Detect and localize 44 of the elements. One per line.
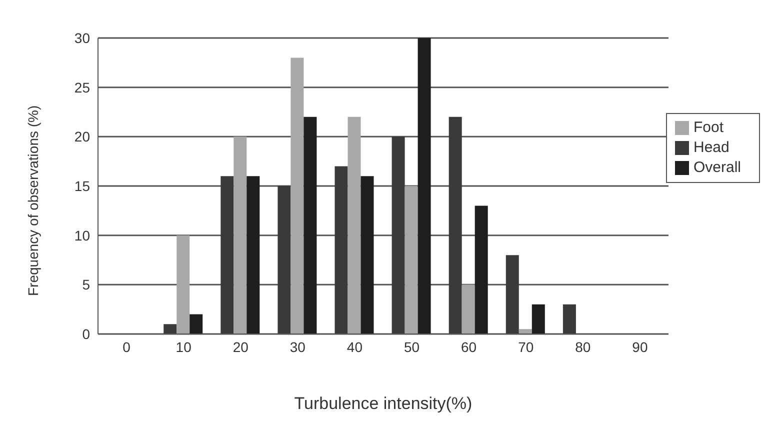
bar: [418, 38, 431, 334]
bar: [304, 116, 317, 334]
x-tick-label: 90: [632, 338, 648, 355]
bar: [448, 116, 462, 334]
bar: [506, 255, 519, 334]
bar: [290, 58, 304, 334]
x-tick-label: 40: [346, 338, 363, 355]
y-tick-label: 30: [74, 30, 90, 46]
y-tick-label: 5: [82, 276, 90, 293]
x-tick-label: 0: [122, 338, 131, 355]
bar: [518, 329, 532, 334]
x-tick-label: 60: [461, 338, 477, 355]
bar: [532, 304, 545, 334]
bar: [190, 314, 203, 334]
x-tick-label: 30: [290, 338, 306, 355]
bar: [404, 186, 418, 334]
y-tick-label: 10: [74, 227, 90, 244]
bar: [462, 284, 475, 334]
bar: [234, 136, 247, 334]
x-axis-title: Turbulence intensity(%): [294, 394, 472, 413]
bar: [246, 176, 260, 334]
x-tick-label: 20: [232, 338, 249, 355]
legend-label: Head: [693, 139, 730, 156]
legend-label: Overall: [693, 159, 741, 176]
x-tick-label: 80: [575, 338, 591, 355]
bar: [360, 176, 374, 334]
bar: [334, 166, 348, 334]
legend-label: Foot: [693, 119, 724, 136]
y-tick-label: 15: [74, 178, 90, 194]
bar: [348, 116, 361, 334]
x-tick-label: 10: [176, 338, 192, 355]
x-tick-label: 70: [518, 338, 534, 355]
y-tick-label: 25: [74, 79, 90, 96]
bar: [164, 324, 177, 334]
bar: [220, 176, 234, 334]
x-tick-label: 50: [404, 338, 420, 355]
bar: [474, 206, 488, 334]
y-tick-label: 20: [74, 128, 90, 145]
y-axis-title: Frequency of observations (%): [24, 105, 41, 296]
bar: [392, 136, 405, 334]
bar: [278, 186, 291, 334]
bar: [562, 304, 576, 334]
bar: [176, 235, 190, 334]
y-tick-label: 0: [82, 326, 90, 342]
